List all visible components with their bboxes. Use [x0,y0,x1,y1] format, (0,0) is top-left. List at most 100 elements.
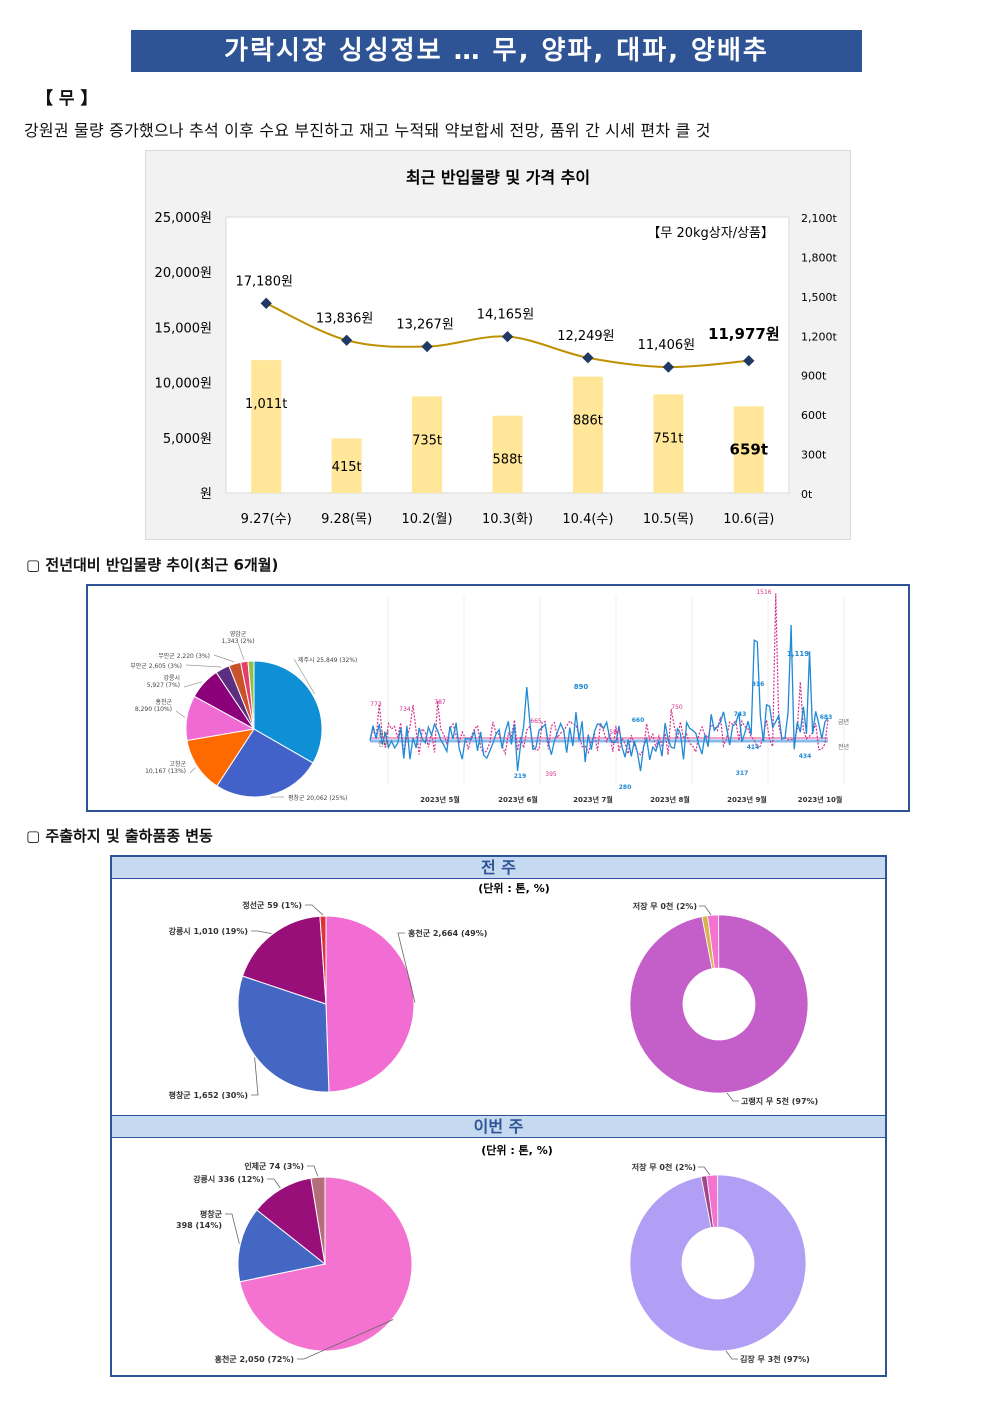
x-tick-label: 10.4(수) [562,512,613,527]
price-point [340,334,353,346]
price-point [582,352,594,364]
leader-line [251,1057,259,1096]
pie-label: 홍천군 2,050 (72%) [215,1354,294,1364]
leader-line [307,1165,319,1177]
left-axis-tick: 5,000원 [163,432,212,447]
line-data-label: 395 [545,771,557,778]
donut-label: 고랭지 무 5천 (97%) [741,1096,818,1106]
pie-label: 5,927 (7%) [147,682,180,689]
prev-week-variety-donut: 저장 무 0천 (2%) 고랭지 무 5천 (97%) [629,901,818,1106]
pie-label: 제주시 25,849 (32%) [298,656,357,664]
pie-slice [319,915,327,1005]
donut-slice [629,1174,807,1352]
pie-label: 인제군 74 (3%) [244,1161,304,1171]
line-data-label: 665 [530,718,542,725]
x-tick-label: 9.28(목) [321,512,372,527]
yoy-volume-line-chart: 773 734 787 665 586 750 1516 890 660 1,119 743 916 6… [369,589,849,804]
pie-slice [247,660,255,730]
donut-label: 김장 무 3천 (97%) [740,1354,810,1364]
trend-box: 제주시 25,849 (32%) 평창군 20,062 (25%) 고창군 10,16… [86,584,910,812]
this-week-origin-pie: 홍천군 2,050 (72%) 평창군 398 (14%) 강릉시 336 (12%)… [176,1161,413,1364]
volume-label: 659t [730,440,768,458]
right-axis-tick: 1,500t [801,291,837,304]
prev-week-header: 전 주 [112,857,885,879]
pie-label: 부안군 2,605 (3%) [130,662,182,670]
volume-bar [412,396,443,493]
volume-bars: 1,011t 415t 735t 588t 886t 751t 659t [245,360,768,493]
price-label: 12,249원 [557,329,614,344]
line-data-label: 743 [734,711,747,718]
origin-share-labels: 제주시 25,849 (32%) 평창군 20,062 (25%) 고창군10,16… [130,630,357,802]
line-data-label: 750 [671,704,683,711]
line-data-label: 683 [820,714,833,721]
x-tick-label: 10.5(목) [643,512,694,527]
x-tick-label: 2023년 10월 [798,795,843,804]
x-tick-label: 10.6(금) [723,512,774,527]
donut-label: 저장 무 0천 (2%) [633,901,697,911]
volume-bar [653,394,684,493]
pie-label: 10,167 (13%) [145,768,186,775]
price-label: 13,836원 [316,311,373,326]
this-week-header: 이번 주 [112,1115,885,1138]
pie-slice [241,915,327,1005]
leader-line [725,1350,738,1360]
volume-bar [331,438,362,493]
price-label: 13,267원 [396,318,453,333]
leader-line [185,664,222,668]
chart-title: 최근 반입물량 및 가격 추이 [406,168,590,187]
left-axis-tick: 20,000원 [155,266,212,281]
volume-label: 751t [653,431,683,446]
pie-label: 평창군 1,652 (30%) [169,1090,248,1100]
pie-label: 홍천군 [155,698,172,706]
pie-slice [310,1176,326,1265]
line-data-label: 586 [609,729,621,736]
leader-line [699,905,712,916]
pie-label: 8,290 (10%) [135,706,172,713]
chart-annotation: 【무 20kg상자/상품】 [647,226,774,241]
price-point [743,355,755,367]
volume-label: 588t [493,453,523,468]
price-label: 14,165원 [477,308,534,323]
pie-slice [256,1177,326,1266]
leader-line [251,930,272,934]
left-axis-tick: 원 [200,487,212,502]
section-label: 【 무 】 [36,89,98,109]
leader-line [175,710,186,718]
x-tick-label: 2023년 5월 [420,795,460,804]
pie-slice [253,660,323,764]
x-tick-label: 2023년 7월 [573,795,613,804]
x-tick-label: 9.27(수) [241,512,292,527]
volume-bar [492,415,523,493]
leader-line [726,1092,739,1102]
x-tick-label: 10.3(화) [482,512,533,527]
volume-bar [251,360,282,493]
line-data-label: 1516 [756,589,771,596]
pie-label: 무안군 2,220 (3%) [158,652,210,660]
pie-slice [186,728,256,787]
volume-label: 415t [332,460,362,475]
page-banner-title: 가락시장 싱싱정보 … 무, 양파, 대파, 양배추 [131,30,862,72]
leader-line [213,654,235,663]
leader-line [297,1319,394,1360]
series-label-current: 금년 [378,730,389,738]
donut-slice [700,1175,714,1229]
x-tick-label: 2023년 6월 [498,795,538,804]
left-axis-tick: 15,000원 [155,321,212,336]
pie-label: 398 (14%) [176,1221,222,1230]
pie-label: 강릉시 [163,674,180,682]
x-tick-label: 2023년 8월 [650,795,690,804]
volume-label: 886t [573,414,603,429]
line-data-label: 734 [399,706,411,713]
donut-slice [629,914,809,1094]
price-point [501,330,514,343]
pie-label: 1,343 (2%) [221,638,254,645]
x-tick-label: 2023년 9월 [727,795,767,804]
right-axis-tick: 300t [801,449,827,462]
series-label-previous: 전년 [838,743,849,751]
series-current-year [369,624,829,772]
line-data-label: 414 [747,744,760,751]
line-data-label: 1,119 [787,650,809,658]
donut-label: 저장 무 0천 (2%) [632,1162,696,1172]
origin-share-pie [185,660,323,798]
